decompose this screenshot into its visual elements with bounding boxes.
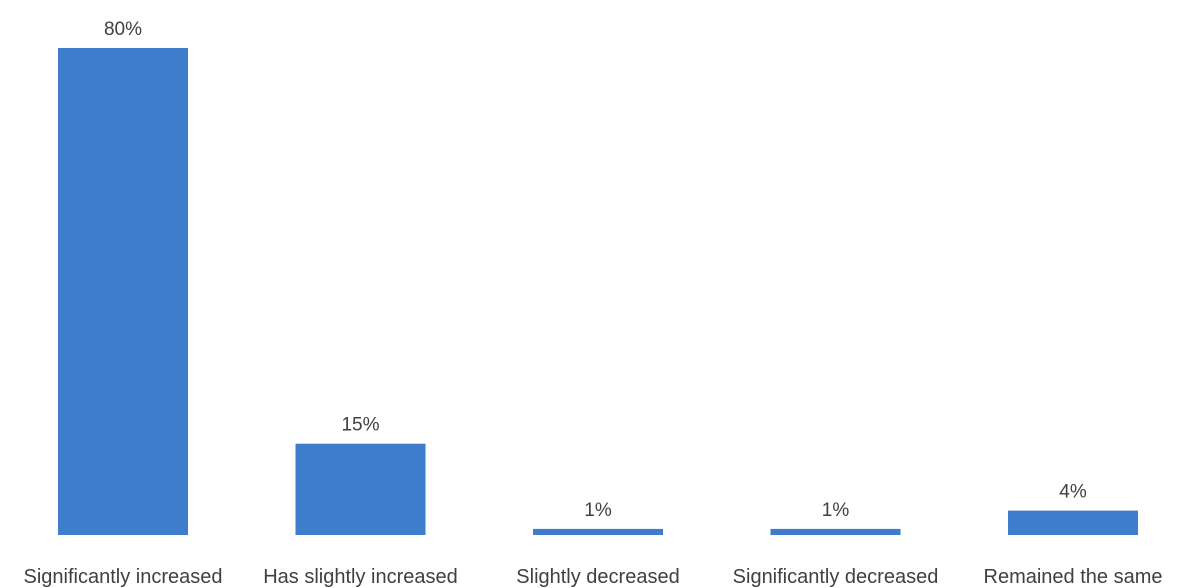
category-label-2: Slightly decreased [516, 566, 679, 588]
value-label-3: 1% [822, 500, 850, 521]
bar-0 [58, 48, 188, 535]
value-label-4: 4% [1059, 482, 1087, 503]
category-label-1: Has slightly increased [263, 566, 458, 588]
value-labels-group: 80% 15% 1% 1% 4% [104, 19, 1087, 521]
bar-4 [1008, 510, 1138, 535]
category-label-0: Significantly increased [24, 566, 223, 588]
category-label-3: Significantly decreased [733, 566, 939, 588]
bar-2 [533, 528, 663, 535]
value-label-0: 80% [104, 19, 142, 40]
category-label-4: Remained the same [984, 566, 1163, 588]
bar-1 [295, 443, 426, 535]
category-labels-group: Significantly increased Has slightly incr… [24, 566, 1163, 588]
value-label-2: 1% [584, 500, 612, 521]
bar-3 [770, 528, 901, 535]
value-label-1: 15% [341, 415, 379, 436]
bars-group [58, 48, 1138, 535]
